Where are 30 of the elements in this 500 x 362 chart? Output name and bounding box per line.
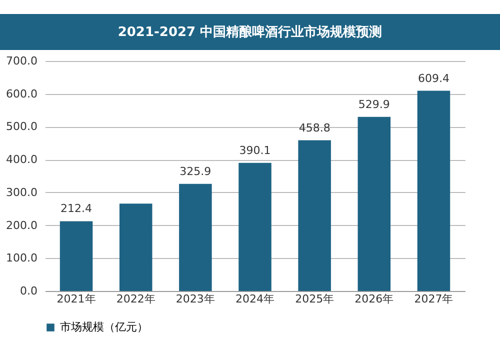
y-tick-label: 300.0 [6,186,38,199]
x-tick-label: 2022年 [116,292,156,306]
text: 390.1 [239,144,271,157]
x-tick-label: 2026年 [354,292,394,306]
x-tick-label: 2025年 [295,292,334,306]
legend-label: 市场规模（亿元） [60,320,148,334]
bar [119,204,152,291]
bar [60,221,93,291]
x-tick-label: 2024年 [236,292,274,306]
bar [179,184,212,291]
text: 458.8 [298,121,330,134]
x-tick-label: 2027年 [414,292,454,306]
y-tick-label: 500.0 [6,120,38,134]
chart-title: 2021-2027 中国精酿啤酒行业市场规模预测 [0,14,500,50]
y-tick-label: 600.0 [6,87,38,100]
y-tick-label: 700.0 [6,54,38,68]
bar [238,162,272,291]
y-tick-label: 200.0 [6,218,38,232]
y-tick-label: 0.0 [20,284,38,298]
x-tick-label: 2021年 [56,292,96,306]
bar [358,116,391,291]
text: 325.9 [180,164,212,178]
text: 609.4 [418,72,450,85]
bar [298,140,331,291]
text: 529.9 [358,98,390,111]
bar [417,90,450,291]
y-tick-label: 100.0 [6,252,38,265]
x-tick-label: 2023年 [176,292,215,306]
y-tick-label: 400.0 [6,153,38,166]
text: 212.4 [60,202,92,216]
